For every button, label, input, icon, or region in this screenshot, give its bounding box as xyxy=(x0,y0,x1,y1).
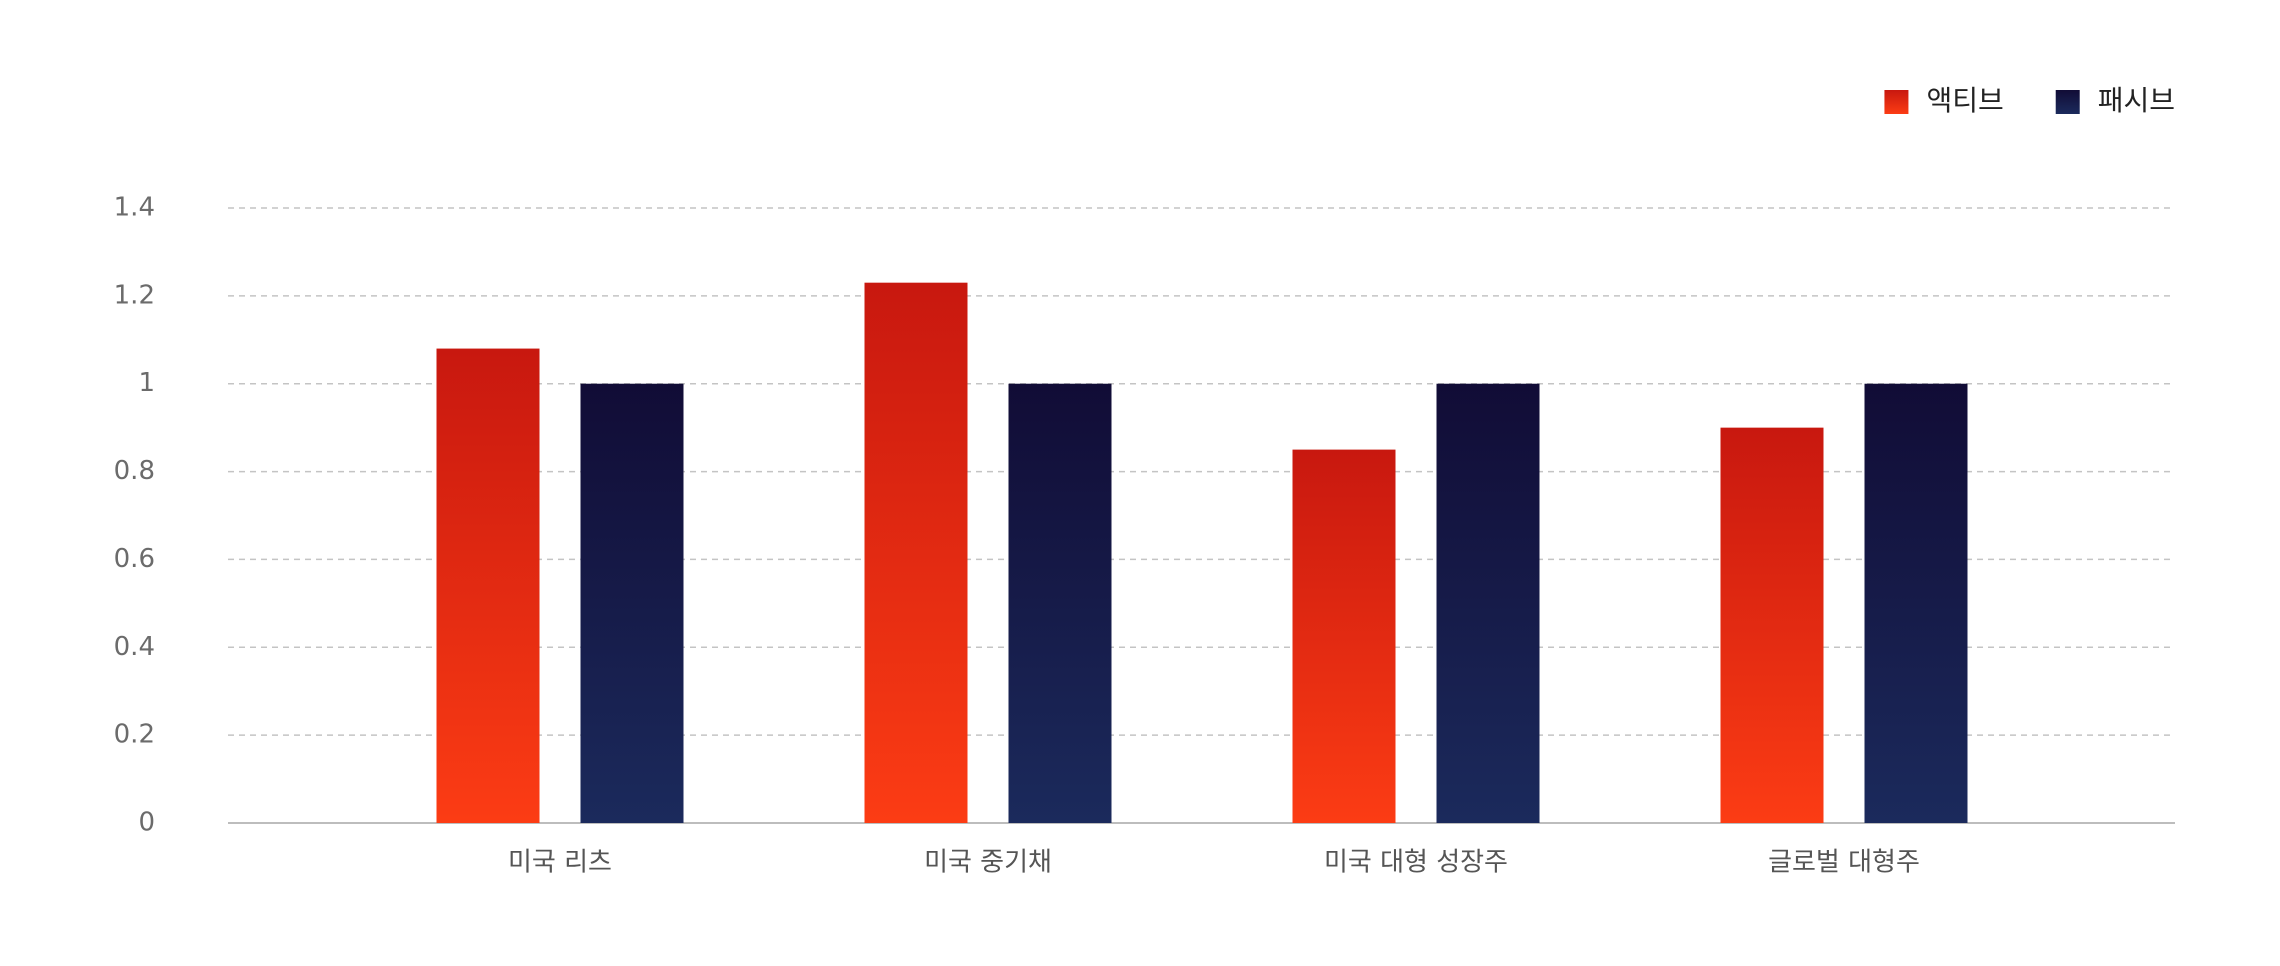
y-tick-label: 0.4 xyxy=(114,632,155,662)
legend-label: 패시브 xyxy=(2098,84,2175,117)
bar xyxy=(1720,427,1824,823)
bar xyxy=(580,383,684,823)
bar xyxy=(436,348,540,823)
y-tick-label: 0.2 xyxy=(114,720,155,750)
bar xyxy=(1008,383,1112,823)
bar xyxy=(1864,383,1968,823)
x-tick-label: 미국 중기채 xyxy=(924,848,1052,878)
y-tick-label: 0.6 xyxy=(114,544,155,574)
x-tick-label: 미국 대형 성장주 xyxy=(1324,848,1508,878)
y-tick-label: 1 xyxy=(138,368,155,398)
bar xyxy=(1436,383,1540,823)
y-tick-label: 0 xyxy=(138,808,155,838)
bar xyxy=(864,282,968,823)
y-tick-label: 0.8 xyxy=(114,456,155,486)
x-tick-label: 글로벌 대형주 xyxy=(1768,848,1920,878)
bar xyxy=(1292,449,1396,823)
legend-swatch xyxy=(1884,90,1909,114)
legend-swatch xyxy=(2055,90,2080,114)
y-tick-label: 1.2 xyxy=(114,280,155,310)
legend-label: 액티브 xyxy=(1926,84,2003,117)
y-tick-label: 1.4 xyxy=(114,193,155,223)
x-tick-label: 미국 리츠 xyxy=(508,848,612,878)
